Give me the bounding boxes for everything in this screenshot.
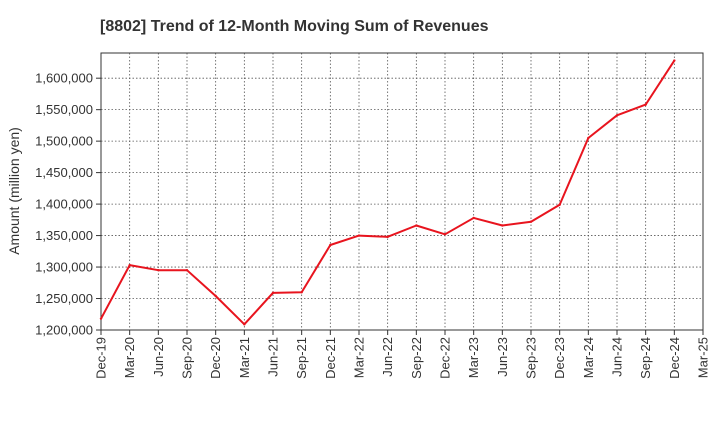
- y-axis-label: Amount (million yen): [6, 127, 22, 255]
- y-tick-label: 1,200,000: [35, 323, 93, 338]
- y-tick-labels: 1,200,000 1,250,000 1,300,000 1,350,000 1,40…: [35, 71, 93, 338]
- data-point: [472, 216, 475, 220]
- x-tick-label: Mar-23: [466, 337, 481, 378]
- x-tick-label: Jun-20: [151, 337, 166, 377]
- y-tick-label: 1,500,000: [35, 134, 93, 149]
- data-point: [271, 291, 275, 295]
- x-tick-label: Sep-23: [524, 337, 539, 379]
- data-point: [529, 220, 533, 223]
- data-point: [214, 294, 217, 298]
- x-tick-label: Dec-24: [667, 337, 682, 379]
- data-point: [558, 203, 561, 206]
- data-point: [300, 291, 303, 294]
- data-point: [501, 224, 504, 227]
- data-point: [128, 263, 131, 267]
- data-point: [615, 114, 619, 117]
- x-tick-label: Sep-21: [294, 337, 309, 379]
- x-tick-label: Jun-23: [495, 337, 510, 377]
- x-tick-label: Jun-24: [610, 337, 625, 377]
- axes: [96, 52, 704, 335]
- x-tick-label: Jun-22: [380, 337, 395, 377]
- y-tick-label: 1,450,000: [35, 165, 93, 180]
- data-point: [644, 103, 647, 106]
- x-tick-labels: Dec-19 Mar-20 Jun-20 Sep-20 Dec-20 Mar-21 Jun-…: [94, 337, 711, 379]
- data-point: [243, 323, 246, 326]
- data-point: [443, 233, 447, 236]
- x-tick-label: Sep-20: [180, 337, 195, 379]
- x-tick-label: Dec-20: [208, 337, 223, 379]
- y-tick-label: 1,350,000: [35, 228, 93, 243]
- y-tick-label: 1,600,000: [35, 71, 93, 86]
- x-tick-label: Mar-24: [581, 337, 596, 378]
- x-tick-label: Mar-20: [122, 337, 137, 378]
- data-point: [157, 268, 160, 272]
- data-point: [329, 243, 332, 247]
- x-tick-label: Dec-23: [552, 337, 567, 379]
- data-point: [99, 317, 103, 320]
- data-point: [673, 59, 676, 62]
- x-tick-label: Dec-21: [323, 337, 338, 379]
- x-tick-label: Jun-21: [266, 337, 281, 377]
- grid-lines: [100, 53, 704, 331]
- plot-frame: [100, 52, 704, 331]
- data-point: [386, 235, 389, 239]
- data-point: [415, 224, 418, 227]
- x-tick-label: Dec-22: [438, 337, 453, 379]
- chart-title: [8802] Trend of 12-Month Moving Sum of R…: [100, 18, 489, 35]
- y-tick-label: 1,250,000: [35, 291, 93, 306]
- x-tick-label: Dec-19: [94, 337, 109, 379]
- series-layer: [99, 59, 676, 326]
- data-point: [587, 136, 590, 140]
- x-tick-label: Mar-25: [696, 337, 711, 378]
- y-tick-label: 1,550,000: [35, 102, 93, 117]
- y-tick-label: 1,300,000: [35, 260, 93, 275]
- x-tick-label: Sep-22: [409, 337, 424, 379]
- y-tick-label: 1,400,000: [35, 197, 93, 212]
- x-tick-label: Mar-22: [352, 337, 367, 378]
- data-point: [185, 268, 189, 272]
- data-point: [357, 234, 361, 237]
- x-tick-label: Mar-21: [237, 337, 252, 378]
- x-tick-label: Sep-24: [638, 337, 653, 379]
